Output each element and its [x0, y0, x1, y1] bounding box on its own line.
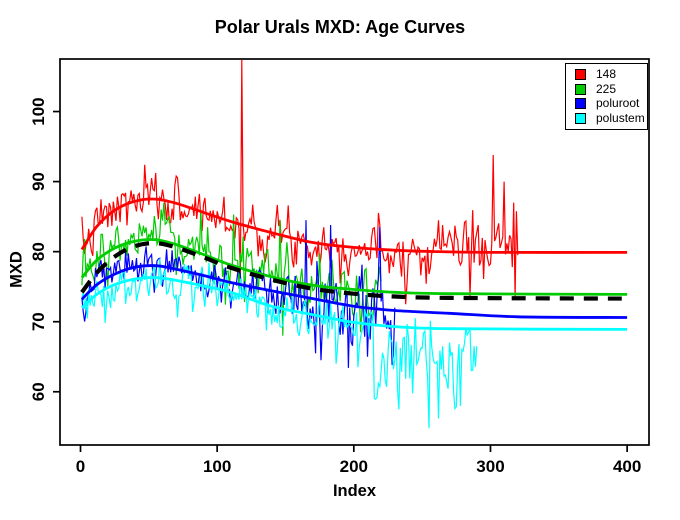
legend-swatch-poluroot: [575, 98, 586, 110]
y-tick-label: 80: [29, 242, 48, 261]
y-tick-label: 90: [29, 172, 48, 191]
series-smooth-poluroot: [80, 264, 628, 319]
x-tick-label: 100: [203, 457, 231, 476]
y-tick-label: 60: [29, 382, 48, 401]
series-smooth-225: [80, 238, 628, 296]
legend-swatch-225: [575, 83, 586, 95]
series-smooth-148: [80, 197, 628, 254]
series-smooth-mean-age-curve: [80, 241, 628, 301]
y-tick-label: 100: [29, 97, 48, 125]
legend-label: polustem: [596, 111, 645, 126]
legend-label: 148: [596, 66, 617, 81]
x-tick-label: 400: [613, 457, 641, 476]
legend-item-poluroot: poluroot: [575, 97, 647, 110]
x-tick-label: 300: [476, 457, 504, 476]
legend-item-225: 225: [575, 81, 647, 96]
legend-swatch-polustem: [575, 113, 586, 125]
legend-item-polustem: polustem: [575, 112, 647, 125]
legend-label: 225: [596, 81, 617, 96]
y-tick-label: 70: [29, 312, 48, 331]
series-raw-polustem: [81, 258, 478, 429]
y-axis-label: MXD: [7, 251, 26, 288]
legend-item-148: 148: [575, 66, 647, 81]
series-smooth-polustem: [80, 276, 628, 331]
legend-swatch-148: [575, 68, 586, 80]
legend-box: 148 225 poluroot polustem: [565, 63, 648, 130]
chart-title: Polar Urals MXD: Age Curves: [214, 17, 466, 37]
x-tick-label: 0: [76, 457, 85, 476]
x-tick-label: 200: [340, 457, 368, 476]
legend-label: poluroot: [596, 96, 640, 111]
series-raw-148: [81, 59, 519, 305]
x-axis-label: Index: [332, 482, 377, 500]
